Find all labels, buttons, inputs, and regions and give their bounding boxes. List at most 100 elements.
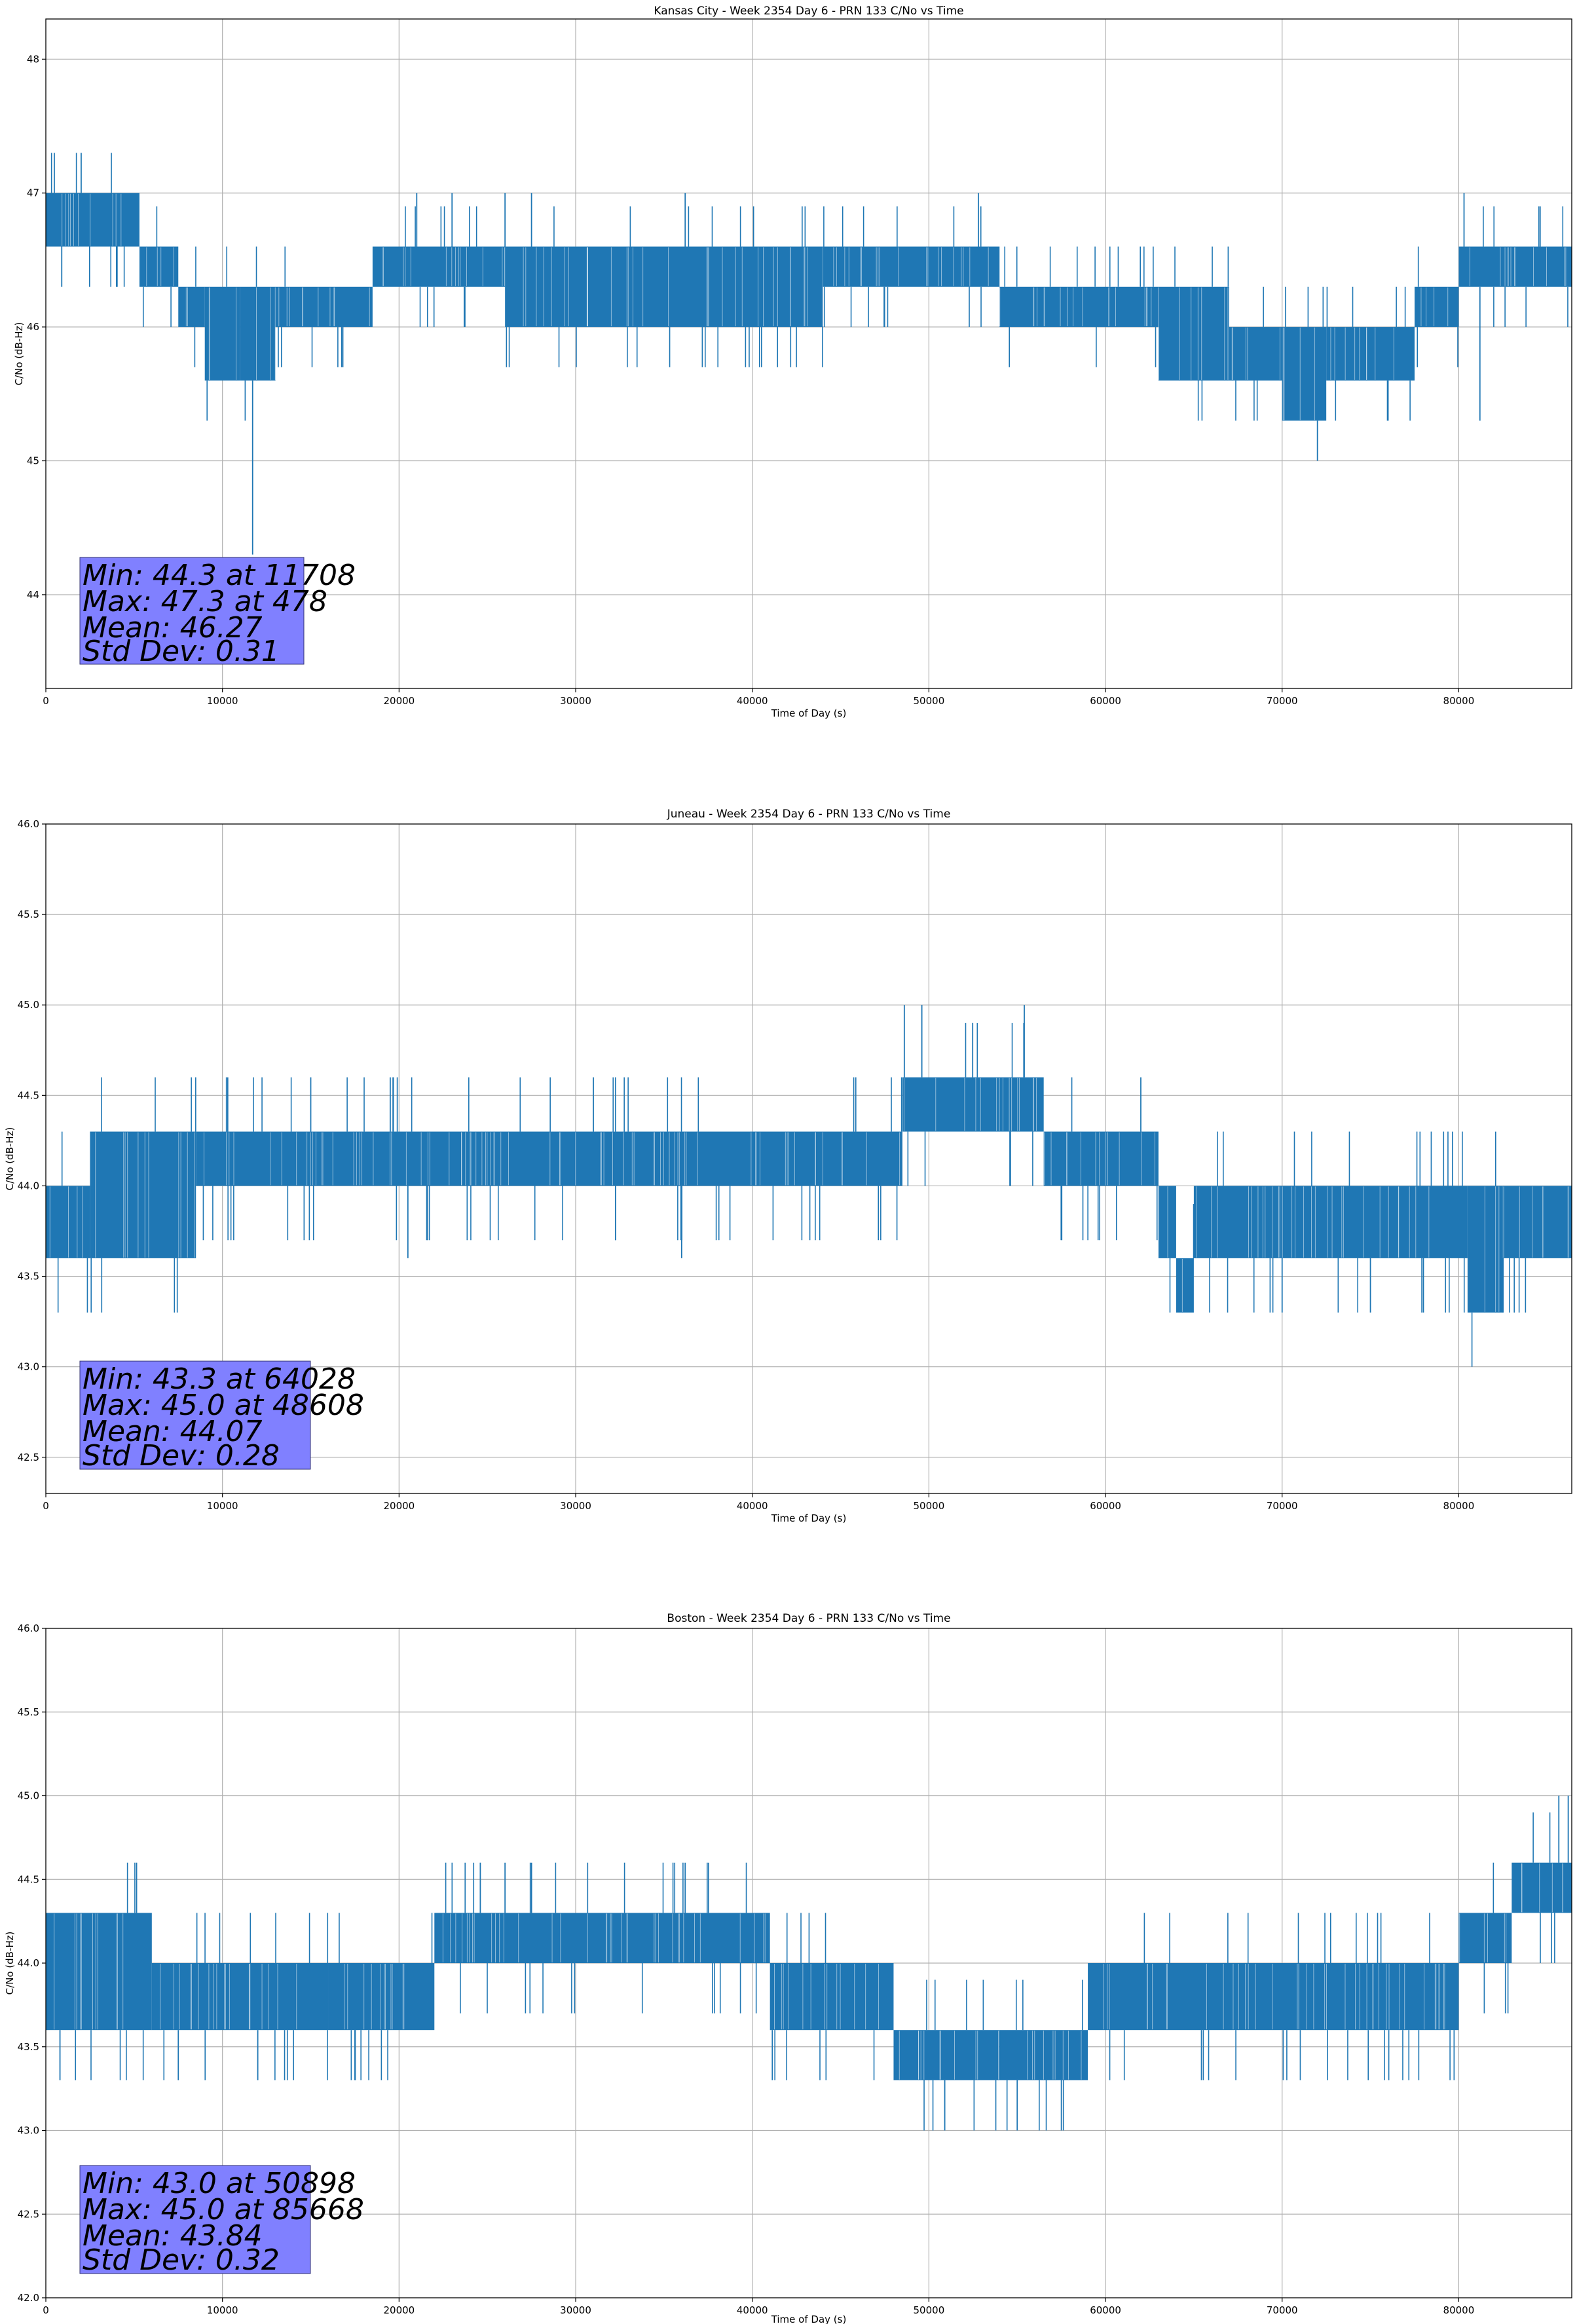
stats-mean: Mean: 43.84 bbox=[83, 2219, 263, 2253]
stats-std: Std Dev: 0.32 bbox=[83, 2243, 280, 2277]
series-band bbox=[893, 2030, 1000, 2080]
x-tick-label: 40000 bbox=[737, 2304, 768, 2316]
x-tick-label: 50000 bbox=[914, 2304, 945, 2316]
x-tick-label: 60000 bbox=[1090, 1500, 1121, 1512]
series-band bbox=[1158, 1186, 1176, 1258]
x-tick-label: 50000 bbox=[914, 695, 945, 707]
y-tick-label: 45 bbox=[27, 455, 39, 467]
series-band bbox=[1326, 327, 1415, 381]
y-tick-label: 45.5 bbox=[18, 909, 39, 920]
x-tick-label: 30000 bbox=[560, 1500, 591, 1512]
series-band bbox=[46, 1186, 90, 1258]
x-axis-label: Time of Day (s) bbox=[771, 1512, 847, 1524]
stats-box-background bbox=[79, 557, 305, 665]
x-tick-label: 70000 bbox=[1267, 1500, 1298, 1512]
stats-mean: Mean: 46.27 bbox=[83, 611, 263, 645]
y-tick-label: 44 bbox=[27, 589, 39, 601]
y-tick-label: 42.5 bbox=[18, 1452, 39, 1463]
series-band bbox=[1414, 286, 1459, 328]
y-tick-label: 46.0 bbox=[18, 1622, 39, 1634]
data-layer bbox=[46, 1005, 1572, 1367]
series-band bbox=[505, 246, 823, 328]
x-tick-label: 20000 bbox=[383, 1500, 415, 1512]
series-band bbox=[1193, 1186, 1468, 1258]
series-band bbox=[178, 286, 205, 328]
x-tick-label: 10000 bbox=[207, 695, 238, 707]
axis-ticks: 0 10000 20000 30000 40000 50000 60000 70000 8000… bbox=[27, 53, 1474, 707]
stats-std: Std Dev: 0.28 bbox=[83, 1439, 280, 1472]
stats-max: Max: 45.0 at 48608 bbox=[83, 1389, 364, 1422]
y-tick-label: 43.5 bbox=[18, 1271, 39, 1283]
data-layer bbox=[46, 1795, 1572, 2131]
series-band bbox=[1229, 327, 1282, 381]
x-tick-label: 60000 bbox=[1090, 695, 1121, 707]
stats-min: Min: 44.3 at 11708 bbox=[83, 559, 356, 592]
y-tick-label: 44.5 bbox=[18, 1089, 39, 1101]
series-band bbox=[90, 1131, 196, 1258]
series-band bbox=[328, 1963, 435, 2031]
chart-title: Kansas City - Week 2354 Day 6 - PRN 133 … bbox=[654, 5, 963, 18]
x-tick-label: 80000 bbox=[1443, 2304, 1475, 2316]
chart-panel-boston: Boston - Week 2354 Day 6 - PRN 133 C/No … bbox=[4, 1612, 1572, 2324]
series-band bbox=[1458, 1913, 1512, 1963]
y-tick-label: 44.0 bbox=[18, 1180, 39, 1191]
y-tick-label: 46 bbox=[27, 321, 39, 333]
series-band bbox=[46, 1913, 152, 2031]
series-band bbox=[46, 193, 139, 247]
x-tick-label: 20000 bbox=[383, 2304, 415, 2316]
axis-ticks: 0 10000 20000 30000 40000 50000 60000 70000 8000… bbox=[18, 818, 1475, 1512]
series-band bbox=[902, 1077, 1044, 1132]
x-tick-label: 0 bbox=[43, 2304, 49, 2316]
x-tick-label: 60000 bbox=[1090, 2304, 1121, 2316]
y-tick-label: 45.0 bbox=[18, 999, 39, 1011]
series-band bbox=[196, 1131, 902, 1186]
series-band bbox=[1158, 286, 1229, 381]
series-band bbox=[139, 246, 179, 287]
y-tick-label: 47 bbox=[27, 187, 39, 199]
chart-title: Boston - Week 2354 Day 6 - PRN 133 C/No … bbox=[667, 1612, 950, 1625]
y-tick-label: 43.0 bbox=[18, 2125, 39, 2137]
series-band bbox=[275, 286, 373, 328]
chart-title: Juneau - Week 2354 Day 6 - PRN 133 C/No … bbox=[667, 808, 951, 821]
y-tick-label: 42.0 bbox=[18, 2292, 39, 2304]
x-tick-label: 30000 bbox=[560, 695, 591, 707]
y-axis-label: C/No (dB-Hz) bbox=[4, 1932, 16, 1995]
x-tick-label: 40000 bbox=[737, 695, 768, 707]
series-band bbox=[770, 1963, 894, 2031]
axis-ticks: 0 10000 20000 30000 40000 50000 60000 70000 8000… bbox=[18, 1622, 1475, 2316]
y-tick-label: 48 bbox=[27, 53, 39, 65]
stats-max: Max: 45.0 at 85668 bbox=[83, 2193, 364, 2226]
series-band bbox=[372, 246, 506, 287]
stats-box: Min: 44.3 at 11708 Max: 47.3 at 478 Mean… bbox=[79, 557, 356, 668]
y-tick-label: 43.5 bbox=[18, 2041, 39, 2053]
x-tick-label: 0 bbox=[43, 695, 49, 707]
stats-max: Max: 47.3 at 478 bbox=[83, 585, 327, 618]
x-tick-label: 50000 bbox=[914, 1500, 945, 1512]
x-tick-label: 10000 bbox=[207, 2304, 238, 2316]
chart-panel-kansas-city: Kansas City - Week 2354 Day 6 - PRN 133 … bbox=[13, 5, 1572, 719]
x-tick-label: 80000 bbox=[1443, 1500, 1475, 1512]
series-band bbox=[823, 246, 1000, 287]
data-layer bbox=[46, 153, 1572, 555]
y-tick-label: 44.0 bbox=[18, 1957, 39, 1969]
series-band bbox=[1467, 1186, 1503, 1313]
x-tick-label: 20000 bbox=[383, 695, 415, 707]
x-axis-label: Time of Day (s) bbox=[771, 707, 847, 719]
stats-box-background bbox=[79, 1360, 311, 1470]
series-band bbox=[1176, 1258, 1194, 1313]
x-tick-label: 30000 bbox=[560, 2304, 591, 2316]
series-band bbox=[999, 286, 1159, 328]
x-tick-label: 10000 bbox=[207, 1500, 238, 1512]
y-tick-label: 45.0 bbox=[18, 1790, 39, 1802]
stats-std: Std Dev: 0.31 bbox=[83, 635, 280, 668]
series-band bbox=[1282, 327, 1327, 421]
series-band bbox=[1502, 1186, 1572, 1258]
series-band bbox=[434, 1913, 770, 1963]
x-tick-label: 70000 bbox=[1267, 2304, 1298, 2316]
series-band bbox=[1043, 1131, 1159, 1186]
stats-mean: Mean: 44.07 bbox=[83, 1415, 263, 1448]
plot-frame bbox=[45, 18, 1572, 689]
y-tick-label: 45.5 bbox=[18, 1706, 39, 1718]
x-tick-label: 40000 bbox=[737, 1500, 768, 1512]
